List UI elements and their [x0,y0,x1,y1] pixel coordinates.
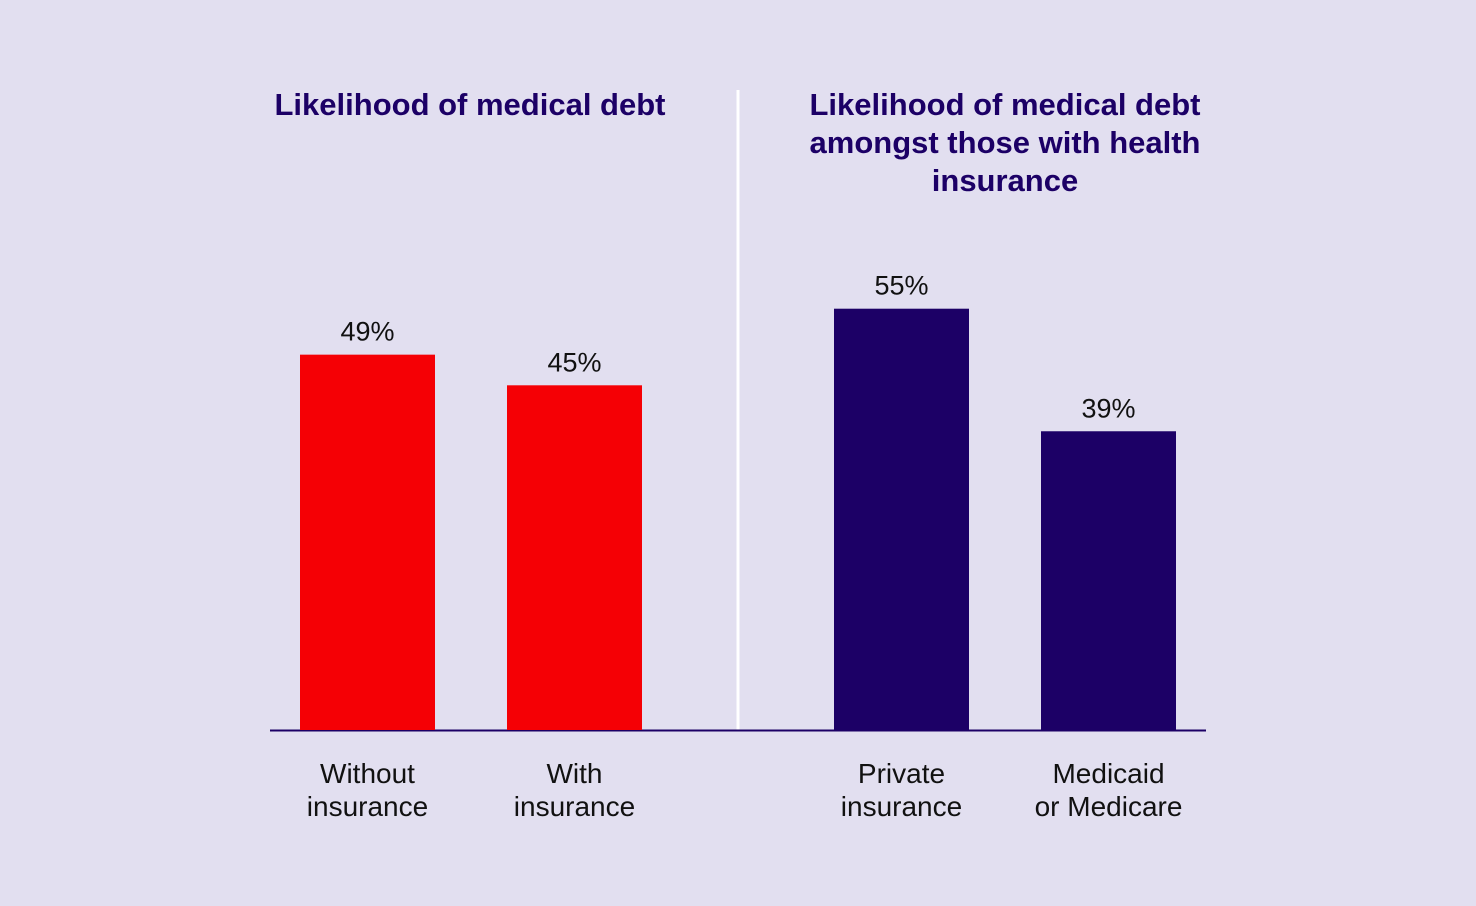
right-category-label-1-line-0: Medicaid [1052,758,1164,789]
right-value-label-0: 55% [874,271,928,301]
left-bar-1 [507,385,642,730]
right-chart-title: Likelihood of medical debt amongst those… [809,87,1201,198]
right-category-label-0-line-1: insurance [841,791,962,822]
left-category-label-0-line-0: Without [320,758,415,789]
left-category-label-0-line-1: insurance [307,791,428,822]
left-value-label-1: 45% [547,347,601,377]
right-category-label-1-line-1: or Medicare [1035,791,1183,822]
left-category-label-1-line-0: With [547,758,603,789]
left-category-label-1-line-1: insurance [514,791,635,822]
left-chart-title: Likelihood of medical debt [274,87,666,122]
left-value-label-0: 49% [340,317,394,347]
left-bar-0 [300,354,435,730]
right-bar-1 [1041,431,1176,730]
bars-layer: 49%Withoutinsurance45%Withinsurance55%Pr… [300,271,1182,822]
right-value-label-1: 39% [1081,393,1135,423]
right-bar-0 [834,308,969,730]
right-category-label-0-line-0: Private [858,758,945,789]
